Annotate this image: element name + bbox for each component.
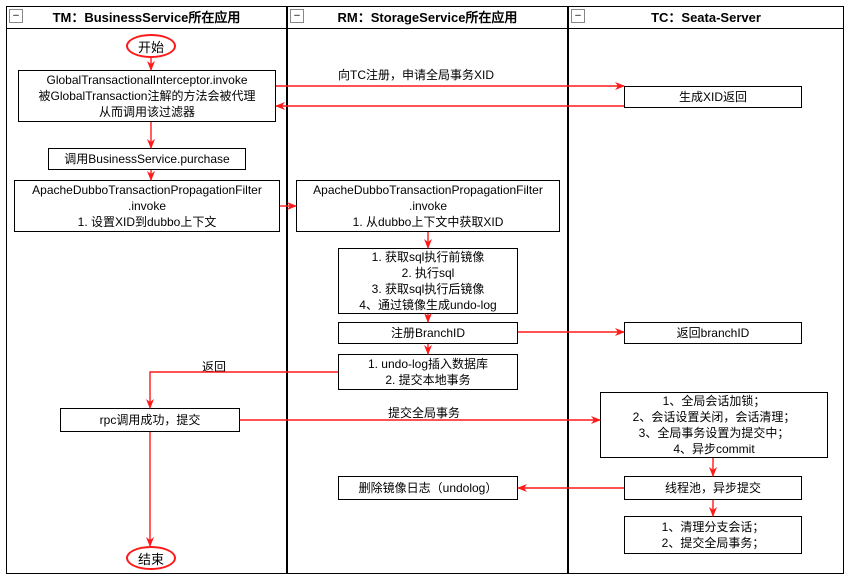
start-label: 开始	[138, 37, 164, 56]
node-tc-xid: 生成XID返回	[624, 86, 802, 108]
edge-label-commit-global: 提交全局事务	[386, 404, 462, 421]
node-text: ApacheDubboTransactionPropagationFilter	[313, 182, 543, 198]
node-text: ApacheDubboTransactionPropagationFilter	[32, 182, 262, 198]
collapse-icon[interactable]: −	[571, 9, 585, 23]
node-text: 3、全局事务设置为提交中；	[639, 425, 790, 441]
lane-tm-title: TM：BusinessService所在应用	[53, 10, 241, 25]
node-rm-delete: 删除镜像日志（undolog）	[338, 476, 518, 500]
node-rm-undo: 1. undo-log插入数据库2. 提交本地事务	[338, 354, 518, 390]
node-rm-dubbo: ApacheDubboTransactionPropagationFilter.…	[296, 180, 560, 232]
node-text: 1. undo-log插入数据库	[368, 356, 488, 372]
node-rm-branch: 注册BranchID	[338, 322, 518, 344]
lane-tm-header: − TM：BusinessService所在应用	[7, 7, 286, 29]
node-tm-dubbo: ApacheDubboTransactionPropagationFilter.…	[14, 180, 280, 232]
node-text: 2、提交全局事务；	[662, 535, 765, 551]
node-text: .invoke	[409, 198, 447, 214]
lane-tc-header: − TC：Seata-Server	[569, 7, 843, 29]
node-text: 返回branchID	[677, 325, 750, 341]
node-text: 从而调用该过滤器	[99, 104, 195, 120]
lane-rm-title: RM：StorageService所在应用	[338, 10, 518, 25]
node-text: 4、通过镜像生成undo-log	[359, 297, 496, 313]
edge-label-register: 向TC注册，申请全局事务XID	[336, 66, 496, 83]
collapse-icon[interactable]: −	[290, 9, 304, 23]
node-tm-rpc: rpc调用成功，提交	[60, 408, 240, 432]
node-text: rpc调用成功，提交	[100, 412, 201, 428]
node-text: 调用BusinessService.purchase	[64, 151, 229, 167]
node-text: 被GlobalTransaction注解的方法会被代理	[39, 88, 256, 104]
node-rm-sql: 1. 获取sql执行前镜像2. 执行sql3. 获取sql执行后镜像4、通过镜像…	[338, 248, 518, 314]
node-tm-purchase: 调用BusinessService.purchase	[48, 148, 246, 170]
node-text: 1. 获取sql执行前镜像	[372, 249, 485, 265]
node-tc-async: 线程池，异步提交	[624, 476, 802, 500]
node-text: 2、会话设置关闭，会话清理；	[633, 409, 796, 425]
end-label: 结束	[138, 549, 164, 568]
node-tc-branch: 返回branchID	[624, 322, 802, 344]
node-text: 2. 提交本地事务	[385, 372, 470, 388]
node-tc-clean: 1、清理分支会话；2、提交全局事务；	[624, 516, 802, 554]
node-tm-invoke: GlobalTransactionalInterceptor.invoke被Gl…	[18, 70, 276, 122]
node-text: 生成XID返回	[679, 89, 747, 105]
node-tc-commit: 1、全局会话加锁；2、会话设置关闭，会话清理；3、全局事务设置为提交中；4、异步…	[600, 392, 828, 458]
node-text: 删除镜像日志（undolog）	[359, 480, 498, 496]
node-text: 1. 设置XID到dubbo上下文	[78, 214, 217, 230]
start-terminator: 开始	[126, 34, 176, 58]
collapse-icon[interactable]: −	[9, 9, 23, 23]
node-text: GlobalTransactionalInterceptor.invoke	[47, 72, 248, 88]
lane-rm-header: − RM：StorageService所在应用	[288, 7, 567, 29]
node-text: .invoke	[128, 198, 166, 214]
node-text: 1、清理分支会话；	[662, 519, 765, 535]
node-text: 线程池，异步提交	[665, 480, 761, 496]
node-text: 1、全局会话加锁；	[663, 393, 766, 409]
node-text: 2. 执行sql	[402, 265, 455, 281]
node-text: 注册BranchID	[391, 325, 465, 341]
lane-tc-title: TC：Seata-Server	[651, 10, 761, 25]
node-text: 3. 获取sql执行后镜像	[372, 281, 485, 297]
end-terminator: 结束	[126, 546, 176, 570]
node-text: 1. 从dubbo上下文中获取XID	[353, 214, 504, 230]
edge-label-return: 返回	[200, 358, 228, 375]
node-text: 4、异步commit	[673, 441, 754, 457]
